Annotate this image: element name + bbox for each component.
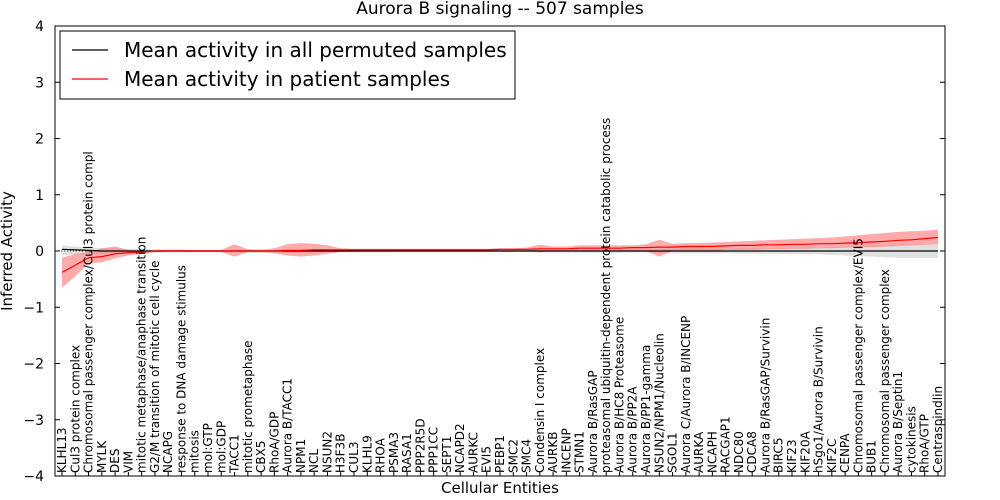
entity-labels: KLHL13 Cul3 protein complex Chromosomal pa… [55,118,945,476]
entity-label: SGOL1 [666,432,680,473]
entity-label: CBX5 [254,441,268,473]
entity-label: Chromosomal passenger complex/Cul3 prote… [82,151,96,473]
entity-label: RhoA/GTP [918,414,932,473]
y-tick-label: 0 [35,244,44,260]
confidence-bands [62,229,938,288]
x-axis-title: Cellular Entities [441,479,559,497]
entity-label: RHOA [374,437,388,473]
legend: Mean activity in all permuted samples Me… [59,30,516,100]
entity-label: Aurora B/RasGAP/Survivin [759,318,773,473]
entity-label: Chromosomal passenger complex [878,269,892,473]
entity-label: NSUN2/NPM1/Nucleolin [652,333,666,473]
entity-label: PPP1CC [427,427,441,473]
entity-label: Centraspindlin [931,386,945,473]
entity-label: mitotic prometaphase [241,341,255,474]
entity-label: H3F3B [334,434,348,473]
entity-label: DES [108,449,122,473]
entity-label: STMN1 [573,431,587,473]
y-axis-title: Inferred Activity [0,191,16,311]
entity-label: KIF20A [798,430,812,473]
entity-label: cytokinesis [905,406,919,473]
entity-label: NCL [307,449,321,473]
entity-label: CUL3 [347,442,361,473]
chart-title: Aurora B signaling -- 507 samples [356,0,644,19]
entity-label: EVI5 [480,446,494,473]
entity-label: G2/M transition of mitotic cell cycle [148,260,162,473]
entity-label: VIM [121,451,135,473]
entity-label: NCAPD2 [453,423,467,473]
entity-label: PPP2R5D [413,418,427,473]
y-tick-label: 4 [35,19,44,35]
entity-label: mol:GDP [214,421,228,473]
entity-label: mitotic metaphase/anaphase transition [135,237,149,473]
legend-box [59,30,516,100]
entity-label: NPM1 [294,439,308,473]
entity-label: Cul3 protein complex [68,345,82,473]
entity-label: RACGAP1 [719,416,733,473]
entity-label: mol:GTP [201,423,215,473]
entity-label: Aurora B/RasGAP [586,370,600,473]
entity-label: Aurora C/Aurora B/INCENP [679,316,693,473]
entity-label: Condensin I complex [533,348,547,473]
entity-label: AURKB [546,432,560,473]
entity-label: response to DNA damage stimulus [175,265,189,473]
entity-label: BIRC5 [772,437,786,473]
entity-label: hSgo1/Aurora B/Survivin [812,326,826,473]
entity-label: NDC80 [732,431,746,473]
y-tick-label: 3 [35,75,44,91]
y-axis: 4 3 2 1 0 −1 −2 −3 −4 [23,19,945,485]
y-tick-label: −1 [23,300,44,316]
y-tick-label: −2 [23,357,44,373]
entity-label: AURKC [467,432,481,473]
entity-label: Aurora B/PP1-gamma [639,345,653,473]
plot-frame [54,25,946,477]
entity-label: SEPT1 [440,436,454,473]
entity-label: RASA1 [400,433,414,473]
entity-label: mitosis [188,430,202,473]
y-tick-label: −4 [23,469,44,485]
entity-label: Aurora B/TACC1 [281,378,295,473]
entity-label: Aurora B/PP2A [626,386,640,473]
entity-label: KLHL9 [360,435,374,473]
line-series-1 [61,236,939,273]
legend-label-permuted: Mean activity in all permuted samples [124,38,507,62]
entity-label: NSUN2 [321,431,335,473]
legend-label-patient: Mean activity in patient samples [124,67,450,91]
entity-label: CENPA [838,433,852,473]
entity-label: Aurora B/Septin1 [891,371,905,473]
y-tick-label: −3 [23,413,44,429]
entity-label: CDCA8 [745,431,759,473]
entity-label: proteasomal ubiquitin-dependent protein … [599,118,613,473]
series-lines [61,236,939,273]
entity-label: PEBP1 [493,435,507,473]
entity-label: Chromosomal passenger complex/EVI5 [851,238,865,473]
entity-label: PSMA3 [387,432,401,473]
entity-label: KIF2C [825,439,839,473]
entity-label: Aurora B/HC8 Proteasome [613,317,627,473]
entity-label: SMC4 [520,439,534,473]
y-tick-label: 1 [35,188,44,204]
entity-label: MYLK [95,440,109,473]
entity-label: KLHL13 [55,427,69,473]
entity-label: TACC1 [228,434,242,474]
entity-label: KIF23 [785,439,799,473]
entity-label: BUB1 [865,440,879,473]
band-series-1 [62,229,938,288]
entity-label: INCENP [559,428,573,473]
entity-label: NCAPG [161,431,175,473]
entity-label: RhoA/GDP [267,412,281,473]
entity-label: SMC2 [506,439,520,473]
y-tick-label: 2 [35,132,44,148]
entity-label: AURKA [692,431,706,473]
entity-label: NCAPH [705,431,719,473]
